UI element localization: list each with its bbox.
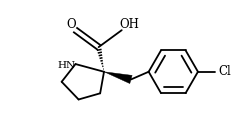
Polygon shape bbox=[104, 72, 132, 84]
Text: OH: OH bbox=[120, 18, 139, 30]
Text: Cl: Cl bbox=[219, 65, 232, 78]
Text: O: O bbox=[67, 18, 76, 30]
Text: HN: HN bbox=[57, 61, 75, 70]
